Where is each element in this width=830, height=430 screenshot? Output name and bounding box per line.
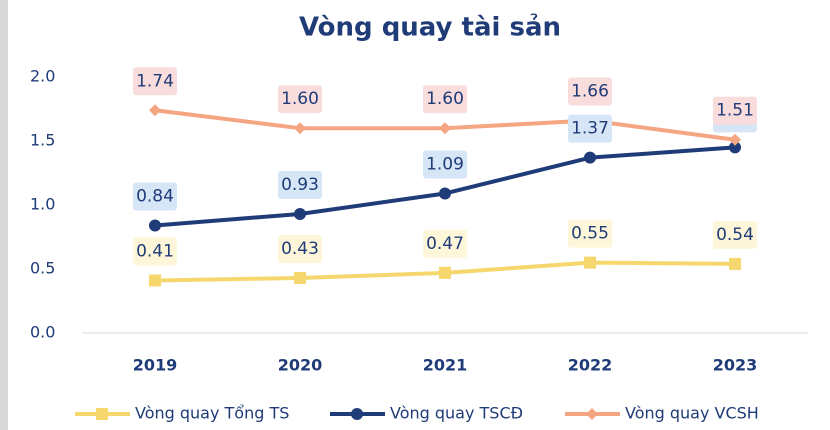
data-label-box (133, 67, 177, 96)
data-point (729, 133, 741, 146)
data-label: 0.84 (136, 186, 174, 206)
y-tick-label: 0.5 (30, 259, 55, 278)
data-label: 0.43 (281, 239, 319, 259)
data-point (584, 256, 596, 269)
data-label: 1.60 (426, 89, 464, 109)
data-point (294, 122, 306, 135)
data-point (584, 151, 596, 164)
data-point (729, 141, 741, 154)
legend-label: Vòng quay TSCĐ (390, 404, 523, 423)
data-label: 0.55 (571, 224, 609, 244)
data-point (294, 207, 306, 220)
legend-marker (351, 408, 363, 420)
data-label-box (133, 182, 177, 211)
legend-label: Vòng quay VCSH (625, 404, 759, 423)
data-label: 0.54 (716, 225, 754, 245)
data-label-box (568, 114, 612, 143)
data-label-box (423, 229, 467, 258)
x-tick-label: 2023 (713, 356, 758, 375)
data-point (149, 274, 161, 287)
x-tick-label: 2022 (568, 356, 613, 375)
legend-marker (586, 408, 598, 420)
data-point (729, 257, 741, 270)
y-tick-label: 0.0 (30, 323, 55, 342)
data-point (149, 219, 161, 232)
data-label-box (278, 170, 322, 199)
data-label: 1.51 (716, 101, 754, 121)
data-label-box (278, 234, 322, 263)
data-label-box (713, 96, 757, 125)
data-label: 1.60 (281, 89, 319, 109)
y-tick-label: 1.0 (30, 195, 55, 214)
data-label-box (568, 219, 612, 248)
data-label: 1.09 (426, 154, 464, 174)
data-point (294, 271, 306, 284)
data-label: 0.47 (426, 234, 464, 254)
data-point (439, 122, 451, 135)
data-label-box (278, 85, 322, 114)
x-tick-label: 2019 (133, 356, 178, 375)
y-tick-label: 2.0 (30, 67, 55, 86)
data-label: 0.41 (136, 242, 174, 262)
chart-title: Vòng quay tài sản (299, 12, 561, 43)
data-label: 0.93 (281, 175, 319, 195)
data-label-box (713, 220, 757, 249)
data-label-box (423, 150, 467, 179)
data-point (439, 187, 451, 200)
data-point (439, 266, 451, 279)
data-label: 1.74 (136, 71, 174, 91)
y-tick-label: 1.5 (30, 131, 55, 150)
data-label-box (133, 237, 177, 266)
data-label-box (568, 77, 612, 106)
data-point (149, 104, 161, 117)
left-border (0, 0, 8, 430)
data-label-box (423, 85, 467, 114)
x-tick-label: 2021 (423, 356, 468, 375)
data-label: 1.37 (571, 119, 609, 139)
legend-marker (96, 408, 108, 420)
x-tick-label: 2020 (278, 356, 323, 375)
data-label: 1.66 (571, 82, 609, 102)
legend-label: Vòng quay Tổng TS (135, 404, 289, 423)
